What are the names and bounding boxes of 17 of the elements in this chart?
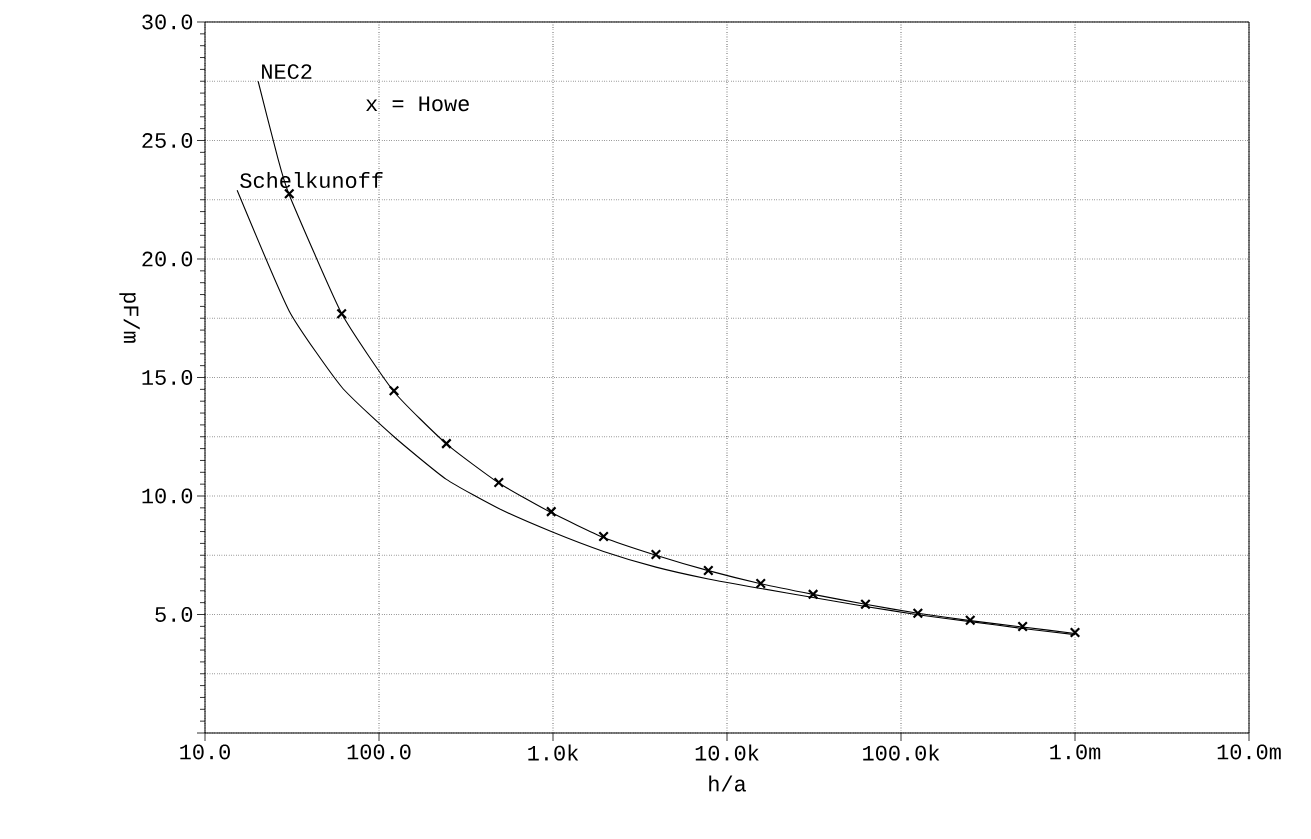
x-tick-label: 10.0m	[1217, 744, 1281, 760]
y-tick-label: 30.0	[142, 14, 193, 30]
x-tick-label: 10.0	[180, 744, 230, 760]
x-tick-label: 1.0m	[1050, 744, 1101, 760]
y-tick-label: 25.0	[142, 133, 193, 148]
annotation: x = Howe	[366, 96, 469, 112]
series-label: NEC2	[262, 64, 312, 80]
y-axis-title: pF/m	[119, 293, 140, 343]
y-tick-label: 20.0	[142, 251, 193, 267]
x-tick-label: 10.0k	[695, 744, 759, 761]
x-tick-label: 100.0k	[863, 744, 940, 761]
y-tick-label: 10.0	[142, 488, 193, 504]
x-axis-title: h/a	[709, 775, 746, 792]
x-tick-label: 100.0	[347, 744, 411, 760]
y-tick-label: 15.0	[142, 370, 193, 385]
x-tick-label: 1.0k	[528, 744, 579, 761]
y-tick-label: 5.0	[155, 607, 193, 622]
